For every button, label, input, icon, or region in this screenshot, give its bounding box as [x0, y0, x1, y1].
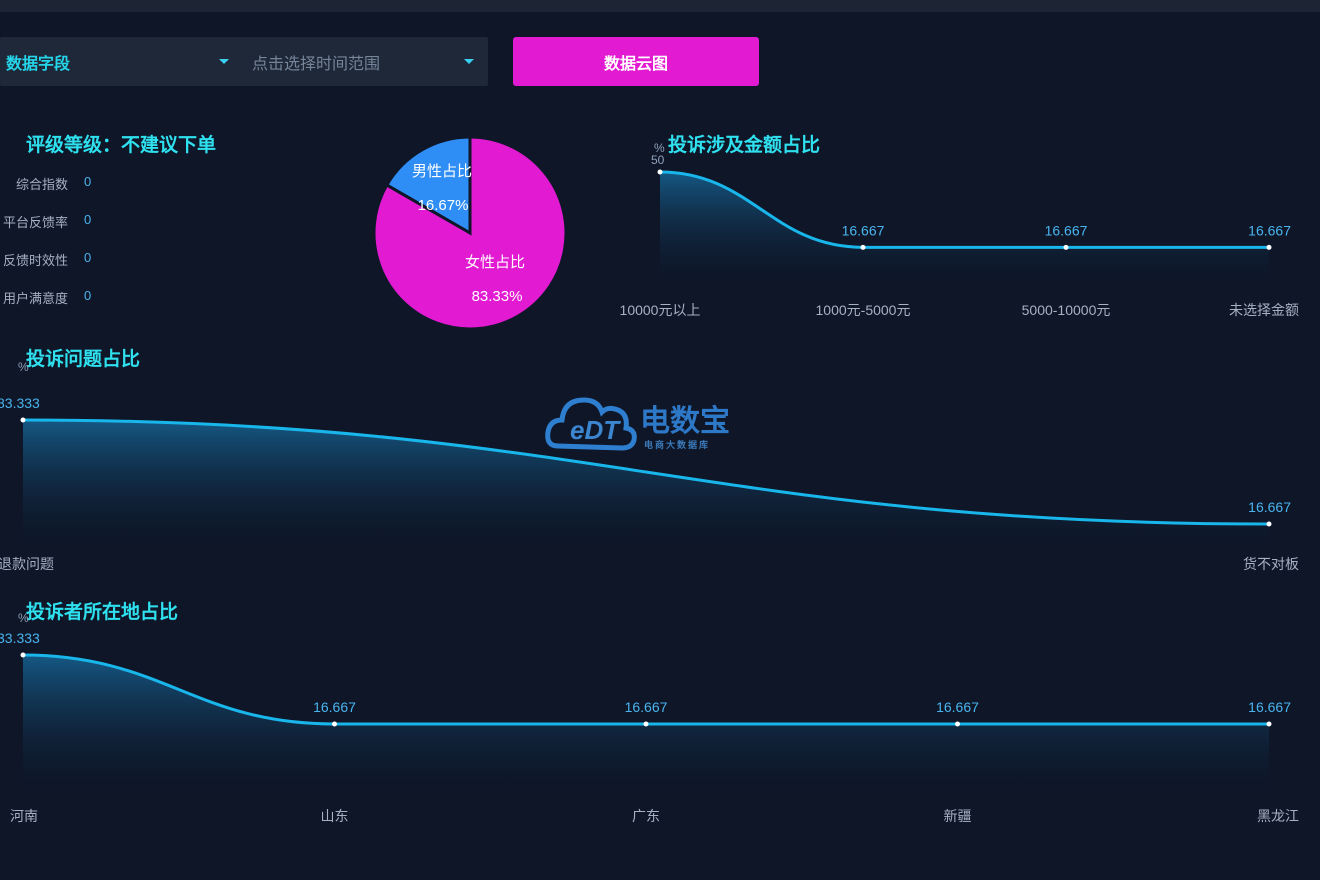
x-axis-tick-label: 退款问题	[0, 556, 54, 572]
rating-metric-label: 用户满意度	[2, 291, 68, 306]
rating-metric-value: 0	[84, 212, 92, 227]
rating-metric-label: 反馈时效性	[2, 253, 68, 268]
x-axis-tick-label: 5000-10000元	[1022, 302, 1111, 318]
data-point	[1063, 244, 1069, 250]
watermark-subtitle: 电商大数据库	[644, 440, 711, 450]
x-axis-tick-label: 货不对板	[1243, 556, 1299, 572]
data-cloud-button[interactable]: 数据云图	[513, 37, 759, 86]
pie-slice-name: 男性占比	[412, 163, 472, 180]
data-point	[1266, 721, 1272, 727]
location-chart-title: 投诉者所在地占比	[26, 602, 179, 623]
data-point	[860, 244, 866, 250]
watermark-logo: eDT	[570, 415, 620, 445]
data-label: 16.667	[1248, 222, 1291, 238]
x-axis-tick-label: 河南	[10, 808, 38, 824]
chevron-down-icon[interactable]	[464, 59, 474, 64]
issue-area-chart: % 83.333 退款问题 16.667 货不对板	[0, 360, 1299, 572]
rating-metric-value: 0	[84, 288, 92, 303]
data-point	[20, 417, 26, 423]
x-axis-tick-label: 广东	[632, 808, 660, 824]
time-range-placeholder: 点击选择时间范围	[252, 55, 381, 73]
filter-bar: 数据字段 点击选择时间范围	[0, 37, 488, 86]
top-bar	[0, 0, 1320, 12]
series-line	[659, 170, 1269, 249]
rating-metric-label: 平台反馈率	[2, 215, 68, 230]
series-line	[22, 418, 1270, 526]
data-point	[955, 721, 960, 727]
data-point	[657, 169, 663, 175]
rating-metric-value: 0	[84, 250, 92, 265]
gender-pie-chart: 男性占比 16.67% 女性占比 83.33%	[372, 135, 568, 331]
data-label: 16.667	[936, 699, 979, 715]
y-axis-unit: %	[18, 360, 29, 374]
data-point	[332, 721, 337, 727]
data-label: 16.667	[1045, 222, 1088, 238]
chevron-down-icon[interactable]	[219, 59, 229, 64]
y-axis-unit: %	[18, 611, 29, 625]
rating-title: 评级等级：不建议下单	[26, 135, 217, 156]
y-axis-unit: %	[654, 141, 665, 155]
area-fill	[660, 172, 1269, 285]
x-axis-tick-label: 黑龙江	[1257, 808, 1299, 824]
time-range-select[interactable]: 点击选择时间范围	[252, 37, 482, 86]
pie-slice-male	[384, 135, 472, 236]
y-axis-max-tick: 50	[651, 153, 665, 167]
x-axis-tick-label: 新疆	[944, 808, 972, 824]
amount-area-chart: %50 10000元以上 16.667 1000元-5000元 16.667 5000-1…	[620, 141, 1299, 318]
x-axis-tick-label: 1000元-5000元	[816, 302, 911, 318]
data-label: 16.667	[842, 222, 885, 238]
x-axis-tick-label: 10000元以上	[620, 302, 701, 318]
rating-metric-label: 综合指数	[15, 177, 68, 192]
amount-chart-title: 投诉涉及金额占比	[668, 135, 821, 156]
location-area-chart: % 33.333 河南 16.667 山东 16.667 广东 16.667 新疆 16.667 黑…	[0, 611, 1299, 824]
pie-slice-name: 女性占比	[465, 253, 525, 271]
data-field-select[interactable]: 数据字段	[6, 37, 236, 86]
pie-slice-female	[372, 135, 568, 331]
data-point	[1266, 244, 1272, 250]
data-label: 16.667	[1248, 499, 1291, 515]
pie-slice-label: 83.33%	[472, 288, 523, 305]
rating-metric-value: 0	[84, 174, 92, 189]
x-axis-tick-label: 未选择金额	[1229, 302, 1299, 318]
cloud-logo-icon	[545, 397, 637, 451]
pie-slice-label: 16.67%	[418, 197, 469, 214]
data-point	[1266, 521, 1272, 527]
issue-chart-title: 投诉问题占比	[26, 349, 141, 370]
watermark-brand: 电数宝	[640, 405, 730, 438]
data-label: 16.667	[625, 699, 668, 715]
data-field-select-value: 数据字段	[6, 55, 71, 73]
area-fill	[23, 420, 1269, 550]
data-label: 33.333	[0, 630, 40, 646]
data-point	[643, 721, 649, 727]
data-point	[20, 652, 26, 658]
data-label: 83.333	[0, 395, 40, 411]
data-label: 16.667	[313, 699, 356, 715]
x-axis-tick-label: 山东	[321, 808, 349, 824]
data-label: 16.667	[1248, 699, 1291, 715]
